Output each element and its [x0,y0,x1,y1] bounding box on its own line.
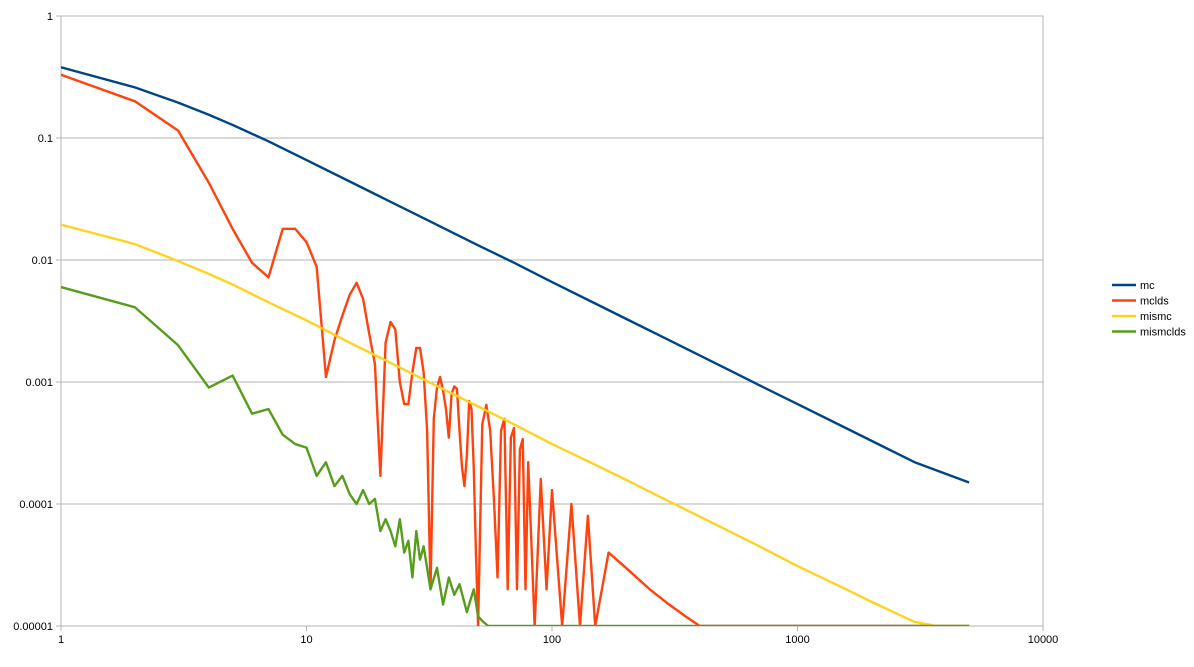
y-tick-label: 0.0001 [19,499,53,511]
axes: 0.00001 0.0001 0.001 0.01 0.1 1 1 10 100 1000 1000… [13,11,1058,646]
legend: mc mclds mismc mismclds [1112,280,1186,339]
x-tick-label: 100 [543,634,561,646]
y-tick-label: 0.1 [38,133,53,145]
series-line-mismc [61,223,970,626]
x-tick-label: 1 [58,634,64,646]
x-tick-label: 10000 [1028,634,1059,646]
series-lines [61,66,970,626]
series-line-mc [61,66,970,484]
y-tick-label: 0.00001 [13,621,53,633]
legend-label-mismclds: mismclds [1140,327,1186,339]
legend-label-mclds: mclds [1140,296,1169,308]
legend-label-mc: mc [1140,280,1155,292]
plot-area-border [60,15,1044,627]
series-line-mclds [61,73,970,626]
x-tick-label: 1000 [785,634,809,646]
series-line-mismclds [61,285,970,626]
legend-label-mismc: mismc [1140,311,1172,323]
gridlines [60,15,1044,627]
y-tick-label: 1 [47,11,53,23]
y-tick-label: 0.01 [32,255,53,267]
x-tick-label: 10 [300,634,312,646]
y-tick-label: 0.001 [25,377,53,389]
